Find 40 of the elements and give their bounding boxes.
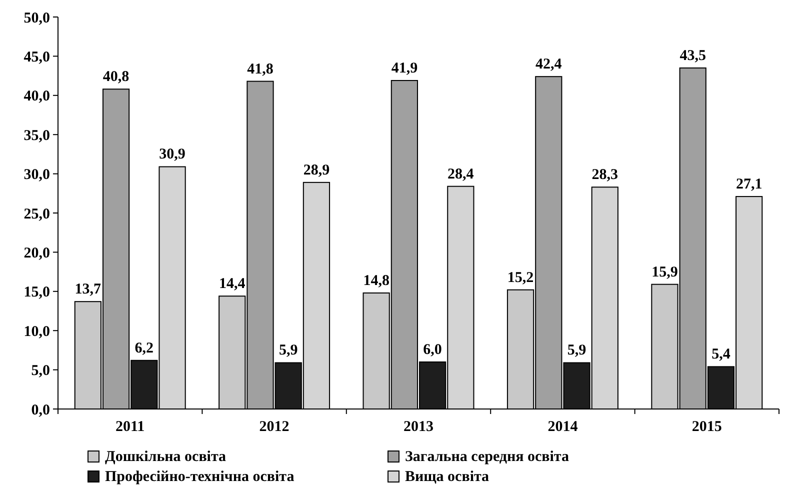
data-label: 5,9 — [567, 342, 586, 359]
data-label: 42,4 — [536, 56, 562, 73]
data-label: 30,9 — [159, 146, 186, 163]
y-tick-label: 35,0 — [24, 128, 50, 144]
data-label: 43,5 — [680, 48, 706, 64]
y-tick-label: 30,0 — [24, 167, 50, 184]
data-label: 14,4 — [218, 276, 246, 292]
x-tick-label: 2014 — [548, 419, 578, 435]
y-tick-label: 20,0 — [24, 245, 50, 262]
legend-label: Дошкільна освіта — [105, 449, 227, 465]
y-tick-label: 50,0 — [24, 10, 50, 26]
y-tick-label: 25,0 — [24, 206, 50, 222]
data-label: 15,9 — [652, 264, 678, 280]
data-label: 41,8 — [247, 61, 274, 78]
y-tick-label: 5,0 — [31, 363, 50, 380]
data-label: 40,8 — [102, 69, 130, 86]
data-label: 13,7 — [74, 282, 102, 298]
data-label: 28,4 — [448, 166, 474, 182]
legend-label: Вища освіта — [405, 469, 490, 485]
data-label: 6,0 — [423, 342, 442, 358]
x-tick-label: 2015 — [692, 419, 722, 435]
y-tick-label: 40,0 — [24, 88, 50, 105]
data-label: 6,2 — [134, 340, 154, 356]
data-label: 15,2 — [507, 270, 534, 286]
y-tick-label: 15,0 — [24, 284, 50, 301]
data-label: 5,9 — [278, 342, 298, 359]
data-label: 27,1 — [736, 176, 762, 193]
data-label: 28,9 — [303, 162, 330, 178]
y-tick-label: 0,0 — [31, 402, 50, 418]
y-tick-label: 45,0 — [24, 49, 50, 66]
data-label: 14,8 — [363, 272, 390, 289]
data-label: 5,4 — [712, 346, 731, 363]
x-tick-label: 2013 — [404, 419, 434, 435]
y-tick-label: 10,0 — [24, 324, 50, 340]
x-tick-label: 2012 — [259, 419, 290, 435]
data-label: 41,9 — [391, 60, 418, 77]
legend-label: Загальна середня освіта — [405, 449, 570, 465]
x-tick-label: 2011 — [116, 419, 145, 435]
legend-label: Професійно-технічна освіта — [105, 469, 295, 485]
data-label: 28,3 — [592, 167, 618, 184]
